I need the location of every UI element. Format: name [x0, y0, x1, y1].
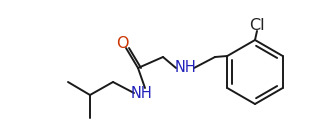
- Text: NH: NH: [174, 61, 196, 75]
- Text: NH: NH: [131, 86, 153, 100]
- Text: Cl: Cl: [249, 18, 265, 34]
- Text: O: O: [116, 36, 128, 50]
